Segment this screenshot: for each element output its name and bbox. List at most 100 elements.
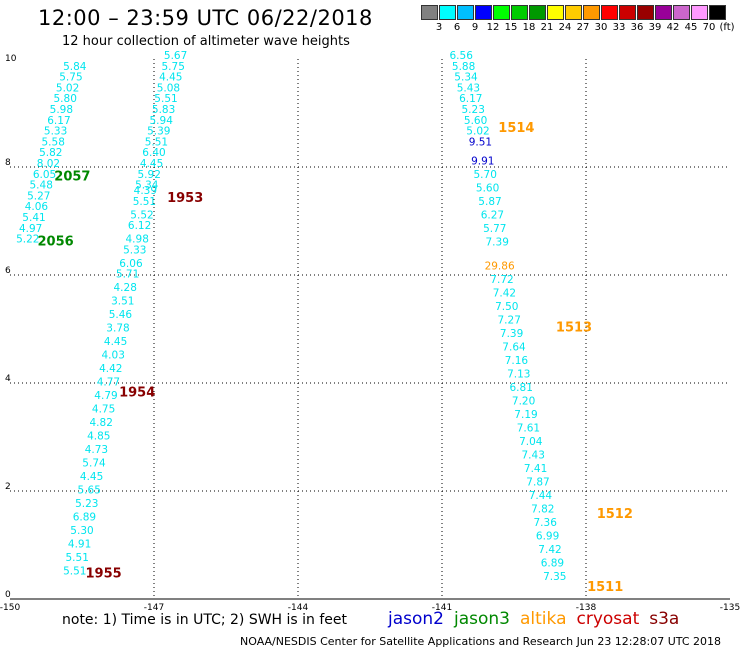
color-swatch-label: 15 bbox=[504, 22, 518, 33]
swh-value-label: 5.46 bbox=[109, 309, 133, 321]
y-tick-label: 0 bbox=[5, 590, 11, 600]
swh-value-label: 29.86 bbox=[485, 261, 515, 273]
x-tick-label: -135 bbox=[720, 603, 740, 613]
swh-value-label: 5.30 bbox=[70, 525, 93, 537]
swh-value-label: 7.36 bbox=[534, 517, 558, 529]
swh-value-label: 5.34 bbox=[454, 72, 478, 84]
swh-value-label: 5.51 bbox=[63, 566, 86, 578]
swh-value-label: 4.03 bbox=[102, 350, 125, 362]
satellite-jason2: jason2 bbox=[388, 609, 444, 629]
pass-time-label: 1514 bbox=[498, 121, 534, 136]
swh-value-label: 7.35 bbox=[543, 571, 566, 583]
pass-time-label: 1511 bbox=[587, 580, 623, 595]
swh-value-label: 5.82 bbox=[39, 147, 62, 159]
satellite-s3a: s3a bbox=[649, 609, 680, 629]
color-swatch bbox=[709, 5, 726, 20]
swh-value-label: 5.60 bbox=[464, 115, 487, 127]
swh-value-label: 5.27 bbox=[27, 190, 50, 202]
color-swatch-label: 27 bbox=[576, 22, 590, 33]
swh-value-label: 5.75 bbox=[59, 72, 82, 84]
swh-value-label: 6.56 bbox=[450, 50, 474, 62]
swh-value-label: 5.23 bbox=[75, 498, 98, 510]
color-swatch-label: 12 bbox=[486, 22, 500, 33]
swh-value-label: 5.77 bbox=[483, 223, 506, 235]
credit-line: NOAA/NESDIS Center for Satellite Applica… bbox=[240, 635, 722, 648]
swh-value-label: 5.80 bbox=[54, 93, 77, 105]
swh-value-label: 5.60 bbox=[476, 182, 499, 194]
x-tick-label: -150 bbox=[0, 603, 20, 613]
color-swatch bbox=[637, 5, 654, 20]
pass-time-label: 1954 bbox=[119, 386, 155, 401]
swh-value-label: 5.65 bbox=[78, 485, 101, 497]
swh-value-label: 3.51 bbox=[111, 296, 134, 308]
swh-value-label: 7.43 bbox=[522, 450, 545, 462]
color-swatch-label: 45 bbox=[684, 22, 698, 33]
swh-value-label: 5.48 bbox=[30, 180, 53, 192]
color-swatch-label: (ft) bbox=[719, 22, 735, 33]
swh-value-label: 7.20 bbox=[512, 396, 535, 408]
swh-value-label: 6.89 bbox=[541, 558, 564, 570]
color-swatch-label: 30 bbox=[594, 22, 608, 33]
swh-value-label: 6.06 bbox=[119, 258, 143, 270]
swh-value-label: 5.75 bbox=[162, 61, 185, 73]
swh-value-label: 5.33 bbox=[44, 126, 67, 138]
satellite-legend: jason2 jason3 altika cryosat s3a bbox=[388, 609, 689, 629]
swh-value-label: 7.39 bbox=[486, 236, 509, 248]
swh-value-label: 5.39 bbox=[147, 126, 170, 138]
swh-value-label: 3.78 bbox=[106, 323, 129, 335]
color-swatch bbox=[421, 5, 438, 20]
swh-value-label: 5.92 bbox=[138, 169, 161, 181]
swh-value-label: 7.42 bbox=[538, 544, 561, 556]
color-swatch bbox=[655, 5, 672, 20]
swh-value-label: 5.33 bbox=[123, 244, 146, 256]
swh-value-label: 4.39 bbox=[134, 185, 157, 197]
swh-value-label: 5.02 bbox=[56, 82, 79, 94]
color-swatch-label: 36 bbox=[630, 22, 644, 33]
swh-value-label: 4.28 bbox=[114, 282, 137, 294]
color-swatch bbox=[439, 5, 456, 20]
y-tick-label: 4 bbox=[5, 374, 11, 384]
swh-value-label: 6.12 bbox=[128, 220, 151, 232]
color-swatch bbox=[565, 5, 582, 20]
swh-value-label: 6.81 bbox=[510, 382, 533, 394]
color-swatch-label: 42 bbox=[666, 22, 680, 33]
pass-time-label: 1513 bbox=[556, 321, 592, 336]
x-tick-label: -138 bbox=[576, 603, 597, 613]
swh-value-label: 4.73 bbox=[85, 444, 108, 456]
footnote: note: 1) Time is in UTC; 2) SWH is in fe… bbox=[62, 612, 348, 628]
swh-value-label: 6.17 bbox=[459, 93, 482, 105]
page-title: 12:00 – 23:59 UTC 06/22/2018 bbox=[38, 6, 373, 30]
color-swatch bbox=[475, 5, 492, 20]
swh-value-label: 5.98 bbox=[50, 104, 73, 116]
swh-value-label: 5.23 bbox=[462, 104, 485, 116]
color-swatch-label: 9 bbox=[471, 22, 479, 33]
swh-value-label: 5.02 bbox=[466, 126, 489, 138]
pass-time-label: 1512 bbox=[597, 507, 633, 522]
color-swatch-label: 39 bbox=[648, 22, 662, 33]
satellite-altika: altika bbox=[520, 609, 567, 629]
swh-value-label: 5.43 bbox=[457, 82, 480, 94]
swh-value-label: 5.51 bbox=[66, 552, 89, 564]
swh-value-label: 5.41 bbox=[22, 212, 45, 224]
x-tick-label: -147 bbox=[144, 603, 164, 613]
swh-value-label: 7.72 bbox=[490, 274, 513, 286]
swh-value-label: 5.84 bbox=[63, 61, 87, 73]
x-tick-label: -144 bbox=[288, 603, 309, 613]
color-swatch bbox=[493, 5, 510, 20]
swh-value-label: 5.71 bbox=[116, 269, 139, 281]
swh-value-label: 4.82 bbox=[90, 417, 113, 429]
swh-value-label: 5.87 bbox=[478, 196, 501, 208]
swh-value-label: 5.70 bbox=[474, 169, 497, 181]
page-subtitle: 12 hour collection of altimeter wave hei… bbox=[62, 34, 350, 49]
color-swatch-label: 21 bbox=[540, 22, 554, 33]
color-swatch bbox=[547, 5, 564, 20]
satellite-jason3: jason3 bbox=[454, 609, 510, 629]
x-tick-label: -141 bbox=[432, 603, 452, 613]
swh-value-label: 5.34 bbox=[135, 180, 159, 192]
pass-time-label: 2056 bbox=[38, 234, 74, 249]
swh-value-label: 4.75 bbox=[92, 404, 115, 416]
swh-value-label: 5.67 bbox=[164, 50, 187, 62]
color-swatch-label: 3 bbox=[435, 22, 443, 33]
color-swatch bbox=[529, 5, 546, 20]
